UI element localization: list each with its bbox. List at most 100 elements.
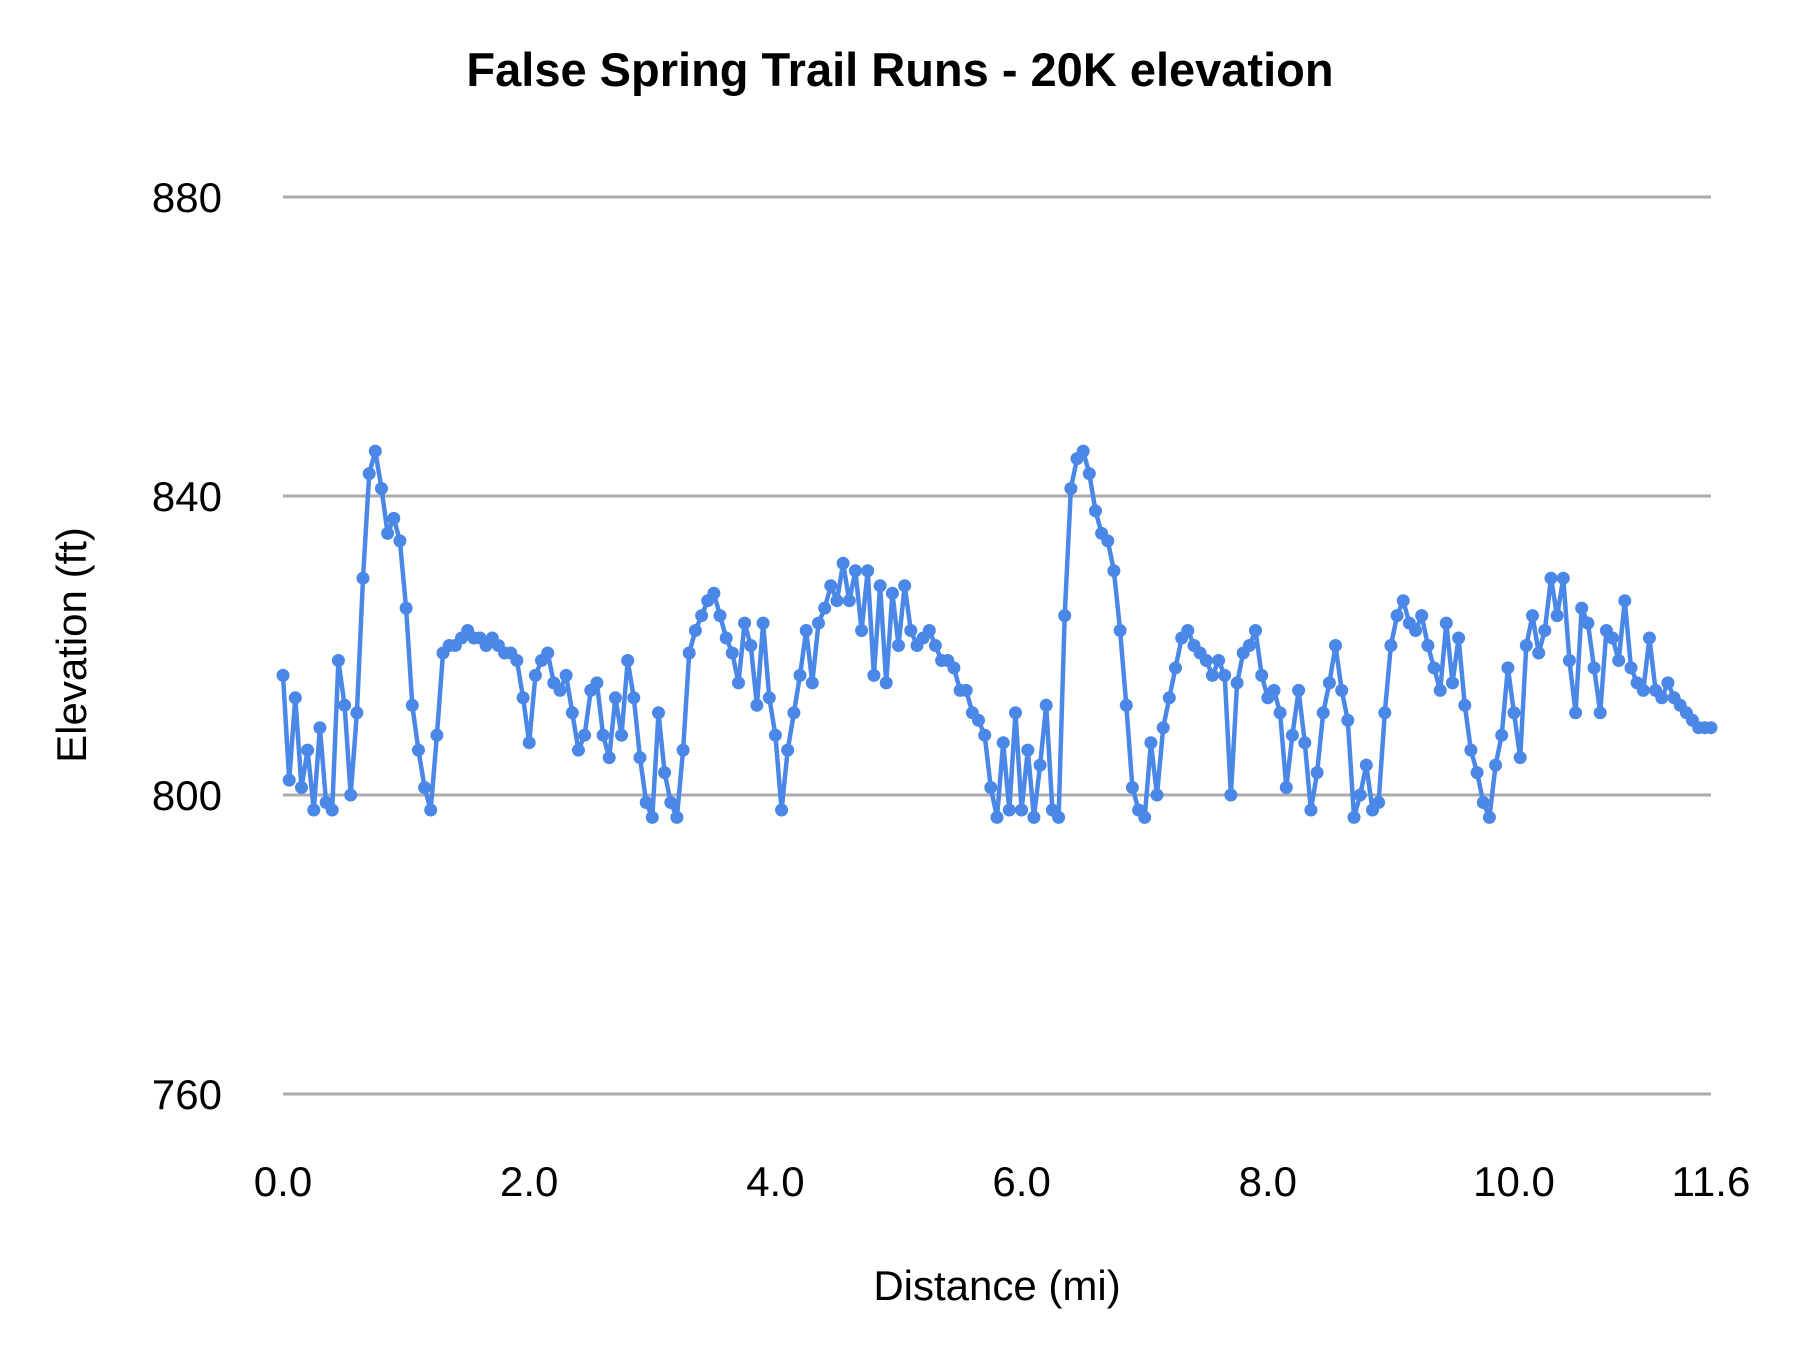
data-point-marker [996, 736, 1010, 750]
data-point-marker [1113, 624, 1127, 637]
data-point-marker [325, 803, 339, 817]
data-point-marker [873, 579, 887, 593]
data-point-marker [1058, 609, 1072, 623]
data-point-marker [1119, 698, 1133, 712]
x-tick-label-11.6: 11.6 [1672, 1158, 1751, 1205]
data-point-marker [639, 796, 653, 809]
data-point-marker [338, 698, 352, 712]
data-point-marker [1076, 444, 1090, 458]
data-point-marker [405, 698, 419, 712]
data-point-marker [799, 624, 813, 637]
data-point-marker [362, 467, 376, 481]
data-point-marker [590, 676, 604, 690]
x-tick-label-8.0: 8.0 [1239, 1158, 1297, 1205]
data-point-marker [1033, 758, 1047, 772]
data-point-marker [1704, 721, 1718, 735]
data-point-marker [1378, 706, 1392, 720]
data-point-marker [676, 743, 690, 757]
data-point-marker [1452, 631, 1466, 645]
data-point-marker [381, 526, 395, 540]
data-point-marker [1199, 654, 1213, 667]
data-point-marker [1433, 683, 1447, 697]
data-point-marker [664, 796, 678, 809]
data-point-marker [1606, 631, 1619, 645]
data-point-marker [1322, 676, 1336, 690]
data-point-marker [922, 624, 936, 637]
data-point-marker [793, 668, 807, 682]
data-point-marker [1064, 482, 1078, 495]
data-point-marker [1581, 616, 1595, 630]
data-point-marker [762, 691, 776, 705]
data-point-marker [855, 624, 869, 637]
data-point-marker [1353, 788, 1367, 802]
data-point-marker [1421, 639, 1435, 652]
data-point-marker [1409, 624, 1423, 637]
data-point-marker [307, 803, 321, 817]
data-point-marker [892, 639, 905, 652]
data-point-marker [1593, 706, 1607, 720]
data-point-marker [528, 668, 542, 682]
data-point-marker [276, 668, 290, 682]
data-point-marker [1519, 639, 1533, 652]
data-point-marker [1242, 639, 1256, 652]
data-point-marker [411, 743, 425, 757]
data-point-marker [1218, 668, 1232, 682]
data-point-marker [1230, 676, 1244, 690]
data-point-marker [1304, 803, 1318, 817]
data-point-marker [1538, 624, 1552, 637]
data-point-marker [1009, 706, 1022, 720]
data-point-marker [972, 713, 985, 727]
data-point-marker [602, 751, 616, 765]
data-point-marker [1310, 766, 1324, 780]
data-point-marker [1107, 564, 1121, 578]
data-point-marker [867, 668, 881, 682]
data-point-marker [1526, 609, 1539, 623]
data-point-marker [522, 736, 536, 750]
data-point-marker [818, 601, 832, 615]
data-point-marker [658, 766, 672, 780]
data-point-marker [387, 511, 401, 525]
data-point-marker [1532, 646, 1546, 660]
data-point-marker [1285, 728, 1299, 742]
data-point-marker [682, 646, 696, 660]
chart-title: False Spring Trail Runs - 20K elevation [466, 43, 1334, 96]
data-point-marker [842, 594, 856, 608]
data-point-marker [1513, 751, 1527, 765]
data-point-marker [848, 564, 862, 578]
data-point-marker [627, 691, 641, 705]
x-tick-label-6.0: 6.0 [992, 1158, 1050, 1205]
data-point-marker [375, 482, 388, 495]
data-point-marker [670, 810, 684, 824]
data-point-marker [1612, 654, 1626, 667]
data-point-marker [1476, 796, 1490, 809]
data-point-marker [430, 728, 444, 742]
data-point-marker [1039, 698, 1053, 712]
data-point-marker [1002, 803, 1016, 817]
data-point-marker [1507, 706, 1521, 720]
data-point-marker [621, 654, 635, 667]
data-point-marker [541, 646, 555, 660]
data-point-marker [984, 781, 998, 794]
data-point-marker [824, 579, 838, 593]
x-axis-title: Distance (mi) [873, 1262, 1121, 1309]
x-tick-label-4.0: 4.0 [746, 1158, 804, 1205]
data-point-marker [608, 691, 622, 705]
data-point-marker [1329, 639, 1342, 652]
data-point-marker [344, 788, 358, 802]
y-tick-label-800: 800 [152, 772, 222, 819]
data-point-marker [990, 810, 1004, 824]
data-point-marker [1267, 683, 1281, 697]
data-point-marker [1181, 624, 1195, 637]
data-point-marker [1156, 721, 1170, 735]
data-point-marker [553, 683, 567, 697]
data-point-marker [719, 631, 733, 645]
data-point-marker [725, 646, 739, 660]
data-point-marker [885, 586, 899, 600]
data-point-marker [1347, 810, 1361, 824]
data-point-marker [738, 616, 752, 630]
data-point-marker [559, 668, 573, 682]
data-point-marker [1427, 661, 1441, 675]
data-point-marker [301, 743, 315, 757]
data-point-marker [713, 609, 727, 623]
data-point-marker [1489, 758, 1503, 772]
